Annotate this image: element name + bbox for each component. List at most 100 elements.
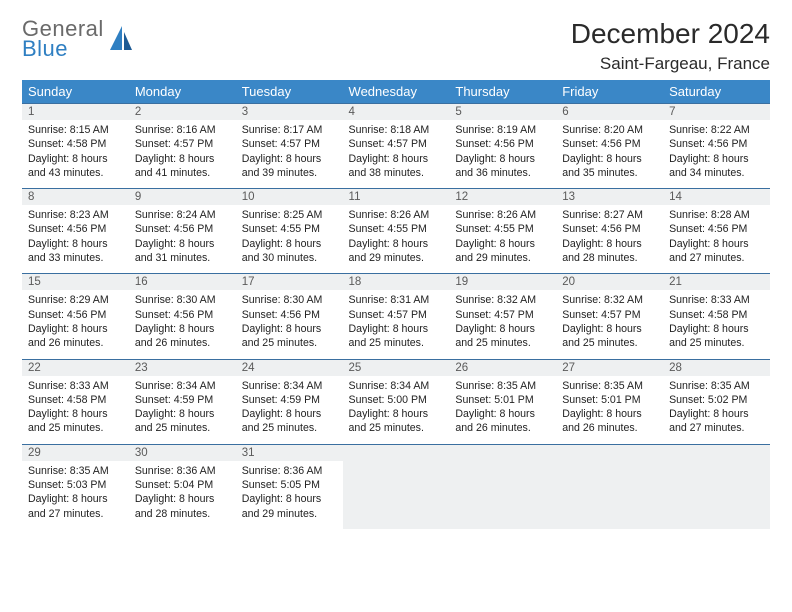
day-number-cell: 15 [22, 274, 129, 291]
day-number-cell: 19 [449, 274, 556, 291]
day-info-row: Sunrise: 8:35 AMSunset: 5:03 PMDaylight:… [22, 461, 770, 529]
sunrise-line: Sunrise: 8:16 AM [135, 123, 230, 137]
day-number-row: 1234567 [22, 104, 770, 121]
daylight-line: Daylight: 8 hours and 36 minutes. [455, 152, 550, 181]
day-info-cell [343, 461, 450, 529]
day-info-cell: Sunrise: 8:34 AMSunset: 5:00 PMDaylight:… [343, 376, 450, 445]
logo-text-2: Blue [22, 38, 68, 60]
day-info-cell: Sunrise: 8:25 AMSunset: 4:55 PMDaylight:… [236, 205, 343, 274]
day-number-cell [556, 444, 663, 461]
day-number-cell: 17 [236, 274, 343, 291]
day-number-cell: 26 [449, 359, 556, 376]
sunrise-line: Sunrise: 8:33 AM [28, 379, 123, 393]
daylight-line: Daylight: 8 hours and 27 minutes. [28, 492, 123, 521]
weekday-header-row: Sunday Monday Tuesday Wednesday Thursday… [22, 80, 770, 104]
sunset-line: Sunset: 4:58 PM [28, 137, 123, 151]
sunset-line: Sunset: 4:57 PM [349, 308, 444, 322]
day-info-cell: Sunrise: 8:24 AMSunset: 4:56 PMDaylight:… [129, 205, 236, 274]
daylight-line: Daylight: 8 hours and 25 minutes. [562, 322, 657, 351]
day-number-cell: 3 [236, 104, 343, 121]
sunset-line: Sunset: 4:57 PM [455, 308, 550, 322]
weekday-header: Monday [129, 80, 236, 104]
day-number-cell: 6 [556, 104, 663, 121]
day-number-cell: 11 [343, 189, 450, 206]
daylight-line: Daylight: 8 hours and 25 minutes. [349, 322, 444, 351]
sunset-line: Sunset: 4:56 PM [455, 137, 550, 151]
sunset-line: Sunset: 4:56 PM [562, 137, 657, 151]
day-number-cell [449, 444, 556, 461]
daylight-line: Daylight: 8 hours and 38 minutes. [349, 152, 444, 181]
day-info-cell: Sunrise: 8:36 AMSunset: 5:05 PMDaylight:… [236, 461, 343, 529]
day-info-cell: Sunrise: 8:33 AMSunset: 4:58 PMDaylight:… [22, 376, 129, 445]
sunrise-line: Sunrise: 8:29 AM [28, 293, 123, 307]
sunrise-line: Sunrise: 8:35 AM [28, 464, 123, 478]
day-number-row: 293031 [22, 444, 770, 461]
day-number-cell [663, 444, 770, 461]
daylight-line: Daylight: 8 hours and 26 minutes. [455, 407, 550, 436]
title-block: December 2024 Saint-Fargeau, France [571, 18, 770, 74]
weekday-header: Saturday [663, 80, 770, 104]
sunrise-line: Sunrise: 8:36 AM [242, 464, 337, 478]
day-info-cell: Sunrise: 8:17 AMSunset: 4:57 PMDaylight:… [236, 120, 343, 189]
day-number-cell: 23 [129, 359, 236, 376]
day-info-cell: Sunrise: 8:18 AMSunset: 4:57 PMDaylight:… [343, 120, 450, 189]
sunrise-line: Sunrise: 8:23 AM [28, 208, 123, 222]
day-number-cell: 14 [663, 189, 770, 206]
day-info-cell: Sunrise: 8:15 AMSunset: 4:58 PMDaylight:… [22, 120, 129, 189]
day-info-cell: Sunrise: 8:19 AMSunset: 4:56 PMDaylight:… [449, 120, 556, 189]
day-number-cell: 30 [129, 444, 236, 461]
day-number-cell: 20 [556, 274, 663, 291]
calendar-table: Sunday Monday Tuesday Wednesday Thursday… [22, 80, 770, 529]
day-number-cell [343, 444, 450, 461]
day-number-cell: 1 [22, 104, 129, 121]
daylight-line: Daylight: 8 hours and 26 minutes. [562, 407, 657, 436]
day-info-row: Sunrise: 8:15 AMSunset: 4:58 PM Daylight:… [22, 120, 770, 189]
day-info-cell: Sunrise: 8:28 AMSunset: 4:56 PMDaylight:… [663, 205, 770, 274]
sunrise-line: Sunrise: 8:32 AM [455, 293, 550, 307]
sunrise-line: Sunrise: 8:22 AM [669, 123, 764, 137]
daylight-line: Daylight: 8 hours and 25 minutes. [455, 322, 550, 351]
sunset-line: Sunset: 4:59 PM [242, 393, 337, 407]
day-number-cell: 27 [556, 359, 663, 376]
day-info-row: Sunrise: 8:29 AMSunset: 4:56 PMDaylight:… [22, 290, 770, 359]
daylight-line: Daylight: 8 hours and 34 minutes. [669, 152, 764, 181]
sunset-line: Sunset: 5:05 PM [242, 478, 337, 492]
day-info-cell: Sunrise: 8:35 AMSunset: 5:03 PMDaylight:… [22, 461, 129, 529]
sunset-line: Sunset: 5:02 PM [669, 393, 764, 407]
day-number-cell: 22 [22, 359, 129, 376]
day-info-cell: Sunrise: 8:30 AMSunset: 4:56 PMDaylight:… [236, 290, 343, 359]
month-title: December 2024 [571, 18, 770, 50]
sunset-line: Sunset: 5:00 PM [349, 393, 444, 407]
sunrise-line: Sunrise: 8:20 AM [562, 123, 657, 137]
sunset-line: Sunset: 4:56 PM [669, 137, 764, 151]
daylight-line: Daylight: 8 hours and 25 minutes. [669, 322, 764, 351]
sunrise-line: Sunrise: 8:26 AM [455, 208, 550, 222]
sunset-line: Sunset: 5:04 PM [135, 478, 230, 492]
day-info-cell: Sunrise: 8:35 AMSunset: 5:01 PMDaylight:… [449, 376, 556, 445]
sunrise-line: Sunrise: 8:34 AM [349, 379, 444, 393]
sunset-line: Sunset: 5:01 PM [562, 393, 657, 407]
daylight-line: Daylight: 8 hours and 25 minutes. [349, 407, 444, 436]
day-number-cell: 21 [663, 274, 770, 291]
day-info-cell: Sunrise: 8:34 AMSunset: 4:59 PMDaylight:… [236, 376, 343, 445]
daylight-line: Daylight: 8 hours and 27 minutes. [669, 237, 764, 266]
daylight-line: Daylight: 8 hours and 29 minutes. [242, 492, 337, 521]
sunset-line: Sunset: 4:58 PM [28, 393, 123, 407]
sunset-line: Sunset: 4:57 PM [349, 137, 444, 151]
sunset-line: Sunset: 4:55 PM [242, 222, 337, 236]
day-number-cell: 9 [129, 189, 236, 206]
daylight-line: Daylight: 8 hours and 26 minutes. [135, 322, 230, 351]
sunset-line: Sunset: 4:59 PM [135, 393, 230, 407]
sunrise-line: Sunrise: 8:28 AM [669, 208, 764, 222]
location-label: Saint-Fargeau, France [571, 54, 770, 74]
daylight-line: Daylight: 8 hours and 28 minutes. [562, 237, 657, 266]
day-info-cell: Sunrise: 8:31 AMSunset: 4:57 PMDaylight:… [343, 290, 450, 359]
sunrise-line: Sunrise: 8:35 AM [455, 379, 550, 393]
daylight-line: Daylight: 8 hours and 25 minutes. [242, 322, 337, 351]
day-info-cell [449, 461, 556, 529]
sunrise-line: Sunrise: 8:15 AM [28, 123, 123, 137]
day-info-cell [663, 461, 770, 529]
sunrise-line: Sunrise: 8:26 AM [349, 208, 444, 222]
day-info-cell: Sunrise: 8:30 AMSunset: 4:56 PMDaylight:… [129, 290, 236, 359]
day-number-cell: 29 [22, 444, 129, 461]
